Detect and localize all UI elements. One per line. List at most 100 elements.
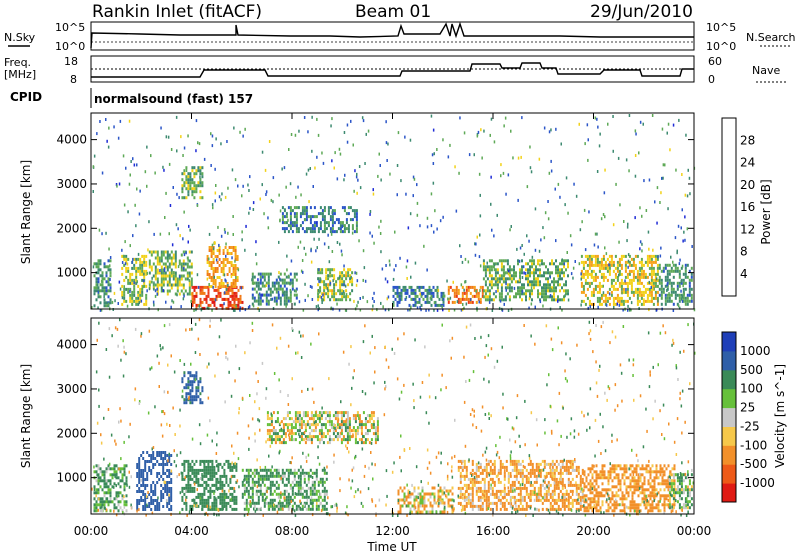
- power-cell: [461, 291, 464, 295]
- velocity-cell: [148, 502, 151, 505]
- power-cell: [182, 259, 185, 263]
- power-cell: [210, 252, 213, 255]
- power-cell: [259, 278, 262, 282]
- power-cell: [547, 277, 549, 281]
- velocity-cell: [276, 411, 279, 415]
- power-cell: [676, 287, 679, 291]
- power-cell: [496, 289, 499, 293]
- power-cell: [513, 274, 515, 278]
- power-cell: [628, 263, 631, 267]
- velocity-cell: [247, 483, 250, 487]
- power-speckle: [116, 184, 118, 188]
- velocity-cell: [537, 471, 540, 475]
- power-cell: [180, 283, 183, 287]
- power-cell: [424, 288, 427, 292]
- velocity-cell: [325, 492, 328, 496]
- power-speckle: [142, 285, 144, 289]
- power-speckle: [419, 306, 421, 309]
- power-speckle: [623, 220, 625, 223]
- power-speckle: [453, 308, 456, 312]
- power-cell: [303, 212, 306, 216]
- velocity-cell: [545, 474, 548, 478]
- velocity-cell: [209, 465, 212, 469]
- power-speckle: [317, 289, 320, 292]
- velocity-cell: [310, 414, 313, 418]
- power-cell: [620, 287, 623, 291]
- velocity-cell: [294, 423, 297, 427]
- power-speckle: [144, 170, 147, 174]
- velocity-cell: [211, 471, 214, 475]
- power-cell: [467, 285, 470, 289]
- velocity-cell: [221, 498, 224, 502]
- power-cell: [123, 257, 126, 261]
- power-cell: [630, 287, 633, 291]
- velocity-cell: [225, 492, 228, 496]
- velocity-cell: [307, 495, 310, 499]
- power-cell: [107, 277, 110, 281]
- power-cell: [590, 272, 593, 276]
- velocity-cell: [295, 504, 298, 508]
- velocity-cell: [423, 507, 426, 511]
- power-cell: [229, 300, 232, 304]
- power-speckle: [641, 242, 643, 246]
- power-cell: [125, 269, 128, 273]
- power-cell: [626, 293, 629, 297]
- velocity-cell: [513, 468, 516, 472]
- velocity-cell: [119, 500, 122, 504]
- power-cell: [216, 255, 219, 258]
- velocity-cell: [291, 507, 294, 511]
- power-cell: [164, 256, 167, 260]
- power-speckle: [206, 306, 208, 310]
- power-cell: [221, 303, 224, 307]
- velocity-cell: [288, 429, 291, 433]
- power-cell: [105, 265, 108, 269]
- power-cell: [644, 287, 647, 291]
- velocity-cell: [97, 479, 100, 483]
- power-speckle: [430, 224, 433, 228]
- power-speckle: [126, 304, 129, 308]
- velocity-cell: [350, 435, 353, 439]
- power-speckle: [317, 308, 319, 312]
- power-cell: [129, 275, 132, 279]
- power-ytick-label: 1000: [56, 266, 87, 280]
- power-cell: [608, 260, 611, 264]
- velocity-cell: [95, 470, 98, 474]
- velocity-cell: [322, 411, 325, 415]
- power-cell: [650, 260, 653, 264]
- velocity-cell: [473, 471, 476, 475]
- power-cell: [537, 268, 539, 272]
- power-cell: [195, 294, 198, 298]
- power-speckle: [314, 166, 316, 170]
- power-cell: [199, 297, 202, 301]
- power-cell: [133, 287, 136, 291]
- power-cell: [666, 278, 669, 282]
- power-speckle: [555, 239, 557, 243]
- velocity-cell: [308, 417, 311, 421]
- power-cell: [498, 277, 501, 281]
- velocity-cell: [138, 463, 141, 466]
- power-cell: [257, 281, 260, 285]
- power-cell: [210, 285, 213, 288]
- power-speckle: [372, 304, 374, 308]
- power-speckle: [252, 281, 255, 285]
- power-colorbar-tick: 24: [740, 156, 755, 170]
- velocity-cell: [459, 492, 462, 496]
- power-cell: [642, 269, 645, 273]
- velocity-cell: [439, 486, 442, 490]
- velocity-cell: [285, 504, 288, 508]
- velocity-cell: [326, 411, 329, 415]
- power-cell: [490, 268, 493, 272]
- velocity-cell: [344, 438, 347, 442]
- power-cell: [638, 260, 641, 264]
- velocity-cell: [144, 496, 147, 499]
- power-cell: [283, 302, 286, 306]
- power-cell: [582, 266, 585, 270]
- power-speckle: [456, 300, 459, 304]
- velocity-cell: [270, 414, 273, 418]
- power-speckle: [520, 269, 522, 273]
- power-cell: [187, 181, 190, 185]
- power-cell: [519, 271, 521, 275]
- power-speckle: [678, 262, 681, 266]
- velocity-cell: [467, 498, 470, 502]
- power-speckle: [604, 168, 606, 172]
